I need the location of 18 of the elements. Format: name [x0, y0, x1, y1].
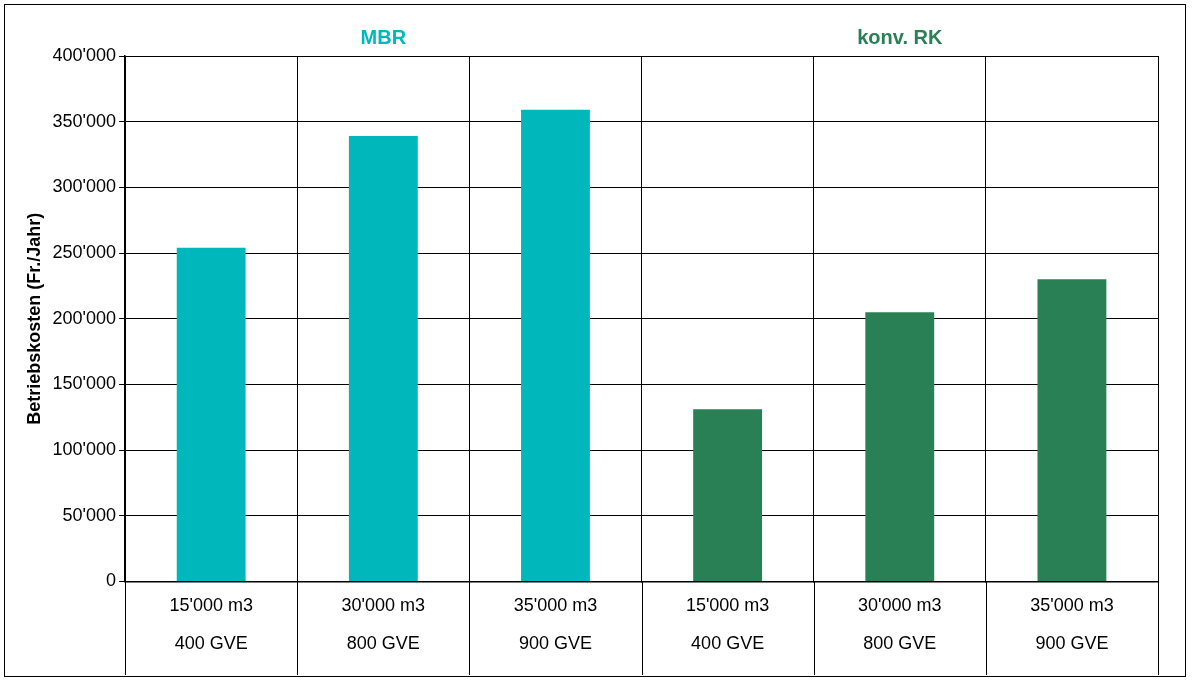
text: konv. RK: [857, 25, 943, 48]
y-tick-label: 0: [106, 570, 117, 591]
text: MBR: [360, 25, 407, 48]
x-tick-label: 35'000 m3 900 GVE: [513, 595, 598, 654]
y-tick-label: 400'000: [52, 44, 117, 65]
x-tick-label: 35'000 m3 900 GVE: [1030, 595, 1114, 654]
y-tick-label: 100'000: [52, 439, 117, 460]
y-tick-label: 150'000: [52, 373, 117, 394]
y-tick-label: 250'000: [52, 241, 117, 262]
y-tick-label: 300'000: [52, 176, 117, 197]
y-tick-label: 200'000: [52, 307, 117, 328]
x-tick-label: 30'000 m3 800 GVE: [341, 595, 426, 654]
x-tick-label: 15'000 m3 400 GVE: [685, 595, 770, 654]
y-axis-title: Betriebskosten (Fr./Jahr): [23, 212, 44, 425]
x-tick-label: 15'000 m3 400 GVE: [169, 595, 253, 654]
x-tick-label: 30'000 m3 800 GVE: [858, 595, 942, 654]
y-tick-label: 50'000: [62, 504, 117, 525]
y-tick-label: 350'000: [52, 110, 117, 131]
